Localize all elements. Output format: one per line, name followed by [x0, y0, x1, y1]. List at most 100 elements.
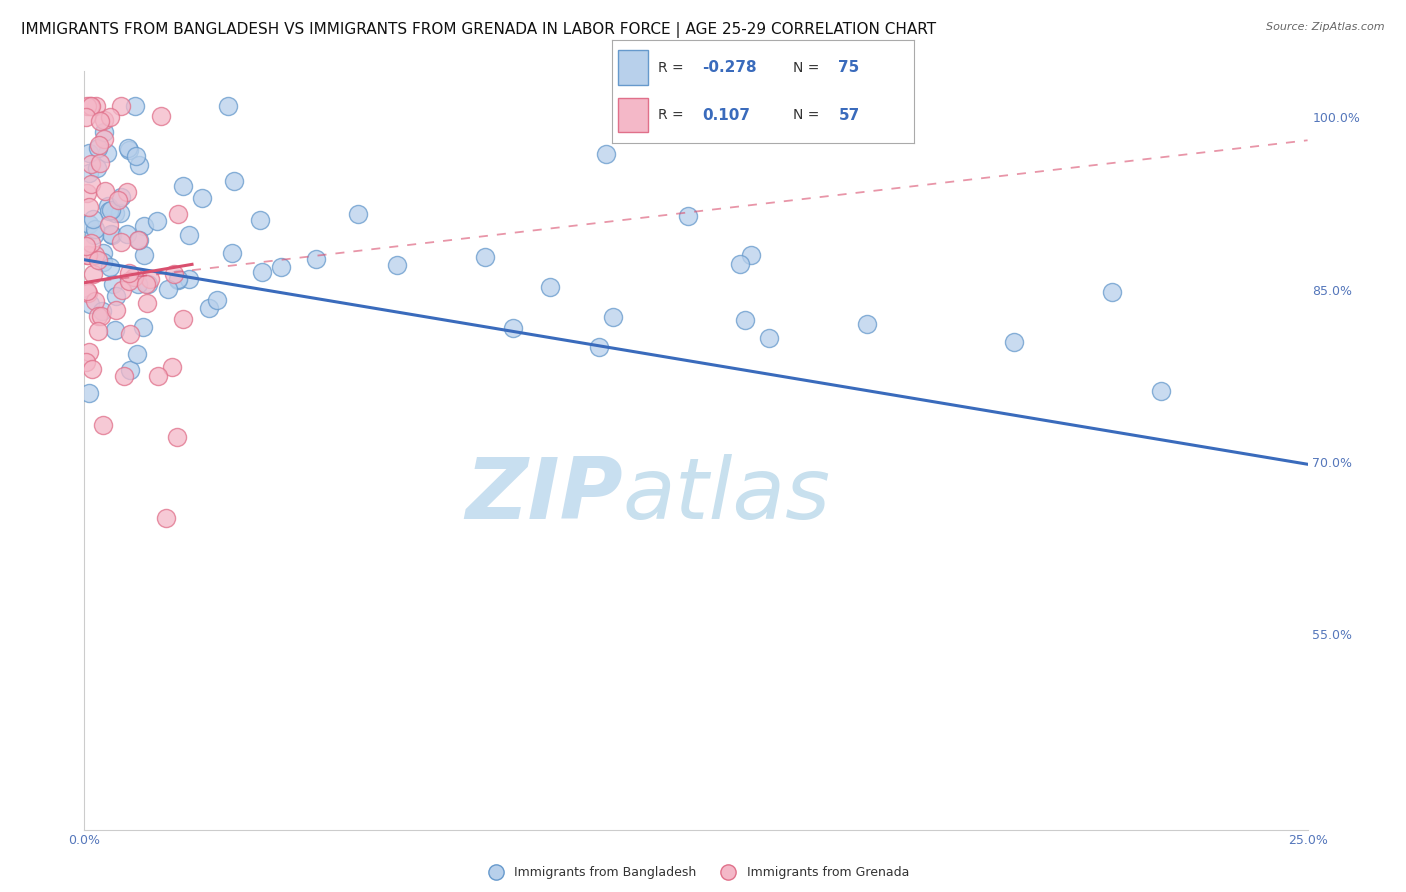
Point: [96, 146, 118, 161]
Point: [93, 125, 115, 139]
Point: [125, 347, 148, 361]
Point: [163, 267, 186, 281]
Point: [98, 260, 121, 274]
Point: [588, 340, 610, 354]
Point: [127, 277, 149, 291]
Text: R =: R =: [658, 108, 685, 122]
Point: [86, 252, 108, 267]
Point: [270, 260, 292, 275]
Point: [179, 272, 201, 286]
Point: [84, 248, 107, 262]
Point: [100, 203, 122, 218]
Point: [172, 178, 194, 193]
Point: [100, 227, 122, 242]
Text: ZIP: ZIP: [465, 454, 623, 538]
Point: [118, 274, 141, 288]
Point: [115, 227, 138, 241]
Point: [111, 283, 134, 297]
Point: [87, 310, 110, 324]
Point: [98, 203, 121, 218]
Point: [127, 233, 149, 247]
Point: [79, 297, 101, 311]
Point: [75, 239, 97, 253]
Point: [76, 248, 98, 262]
Point: [110, 189, 132, 203]
Point: [94, 184, 117, 198]
Point: [148, 368, 170, 383]
Point: [474, 251, 496, 265]
Point: [160, 360, 183, 375]
Point: [728, 256, 751, 270]
Point: [132, 320, 155, 334]
Point: [124, 270, 146, 285]
Point: [117, 140, 139, 154]
Point: [77, 344, 100, 359]
Point: [387, 258, 409, 272]
Point: [136, 277, 159, 291]
Point: [110, 205, 132, 219]
Point: [305, 252, 328, 266]
Point: [91, 254, 114, 268]
Point: [538, 280, 561, 294]
Point: [110, 235, 132, 250]
Point: [110, 99, 132, 113]
Point: [80, 157, 103, 171]
Point: [80, 178, 103, 192]
Point: [856, 317, 879, 331]
Point: [139, 272, 162, 286]
Point: [77, 166, 100, 180]
Point: [103, 277, 125, 291]
Text: 0.107: 0.107: [703, 108, 751, 122]
Text: Source: ZipAtlas.com: Source: ZipAtlas.com: [1267, 22, 1385, 32]
Point: [86, 141, 108, 155]
Point: [134, 219, 156, 234]
Point: [77, 385, 100, 400]
Point: [205, 293, 228, 308]
FancyBboxPatch shape: [617, 97, 648, 132]
Point: [76, 285, 98, 299]
Point: [98, 110, 121, 124]
Point: [76, 99, 98, 113]
FancyBboxPatch shape: [617, 50, 648, 86]
Point: [93, 132, 115, 146]
Point: [217, 99, 239, 113]
Point: [252, 265, 274, 279]
Text: atlas: atlas: [623, 454, 831, 538]
Point: [132, 248, 155, 262]
Text: 57: 57: [838, 108, 859, 122]
Point: [76, 248, 98, 262]
Point: [221, 246, 243, 260]
Point: [75, 355, 97, 369]
Point: [82, 267, 104, 281]
Point: [117, 185, 139, 199]
Point: [155, 510, 177, 524]
Point: [167, 272, 190, 286]
Point: [91, 245, 114, 260]
Point: [167, 273, 190, 287]
Legend: Immigrants from Bangladesh, Immigrants from Grenada: Immigrants from Bangladesh, Immigrants f…: [478, 861, 914, 884]
Text: R =: R =: [658, 61, 685, 75]
Point: [346, 207, 368, 221]
Point: [83, 293, 105, 308]
Point: [86, 324, 108, 338]
Point: [91, 417, 114, 432]
Point: [91, 304, 114, 318]
Point: [83, 222, 105, 236]
Point: [90, 310, 112, 324]
Text: IMMIGRANTS FROM BANGLADESH VS IMMIGRANTS FROM GRENADA IN LABOR FORCE | AGE 25-29: IMMIGRANTS FROM BANGLADESH VS IMMIGRANTS…: [21, 22, 936, 38]
Point: [676, 209, 699, 223]
Point: [104, 289, 127, 303]
Point: [79, 99, 101, 113]
Point: [595, 146, 617, 161]
Point: [89, 156, 111, 170]
Point: [249, 213, 271, 227]
Point: [98, 218, 121, 232]
Point: [118, 143, 141, 157]
Point: [166, 207, 188, 221]
Point: [197, 301, 219, 315]
Point: [82, 361, 104, 376]
Point: [1150, 384, 1173, 398]
Point: [602, 310, 624, 324]
Point: [125, 149, 148, 163]
Point: [156, 282, 179, 296]
